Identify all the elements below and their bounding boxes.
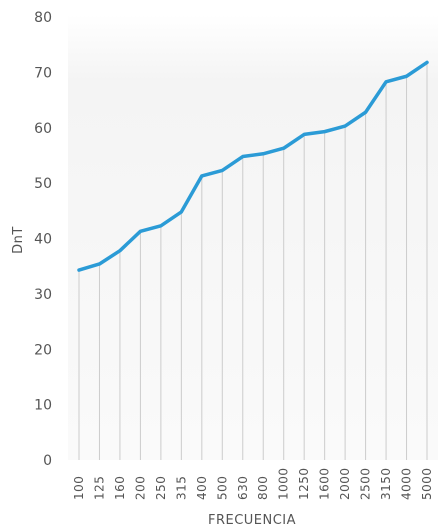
x-tick-label: 630 <box>236 476 250 500</box>
x-axis-label: FRECUENCIA <box>208 513 296 528</box>
y-axis-label: DnT <box>11 226 26 254</box>
y-tick-label: 60 <box>34 121 52 137</box>
y-tick-label: 70 <box>34 65 52 81</box>
x-tick-label: 3150 <box>379 467 393 500</box>
x-tick-label: 4000 <box>400 467 414 500</box>
y-axis-ticks: 0 10 20 30 40 50 60 70 80 <box>34 10 52 469</box>
x-tick-label: 400 <box>195 476 209 500</box>
x-tick-label: 125 <box>92 476 106 500</box>
y-tick-label: 40 <box>34 232 52 248</box>
y-tick-label: 20 <box>34 342 52 358</box>
x-tick-label: 315 <box>174 476 188 500</box>
x-tick-label: 5000 <box>420 467 434 500</box>
x-tick-label: 200 <box>133 476 147 500</box>
x-tick-label: 1000 <box>277 467 291 500</box>
grid-lines <box>78 62 428 460</box>
x-tick-label: 1600 <box>318 467 332 500</box>
x-tick-label: 500 <box>215 476 229 500</box>
x-axis-ticks: 100 125 160 200 250 315 400 500 630 800 1000 1250 16… <box>72 467 434 500</box>
x-tick-label: 250 <box>154 476 168 500</box>
plot-background <box>68 15 438 460</box>
y-tick-label: 80 <box>34 10 52 26</box>
x-tick-label: 1250 <box>297 467 311 500</box>
x-tick-label: 800 <box>256 476 270 500</box>
y-tick-label: 50 <box>34 176 52 192</box>
x-tick-label: 2500 <box>359 467 373 500</box>
x-tick-label: 160 <box>113 476 127 500</box>
y-tick-label: 0 <box>43 453 52 469</box>
series-line <box>77 60 429 272</box>
y-tick-label: 30 <box>34 287 52 303</box>
y-tick-label: 10 <box>34 398 52 414</box>
series-polyline <box>77 60 429 272</box>
x-tick-label: 100 <box>72 476 86 500</box>
x-tick-label: 2000 <box>338 467 352 500</box>
